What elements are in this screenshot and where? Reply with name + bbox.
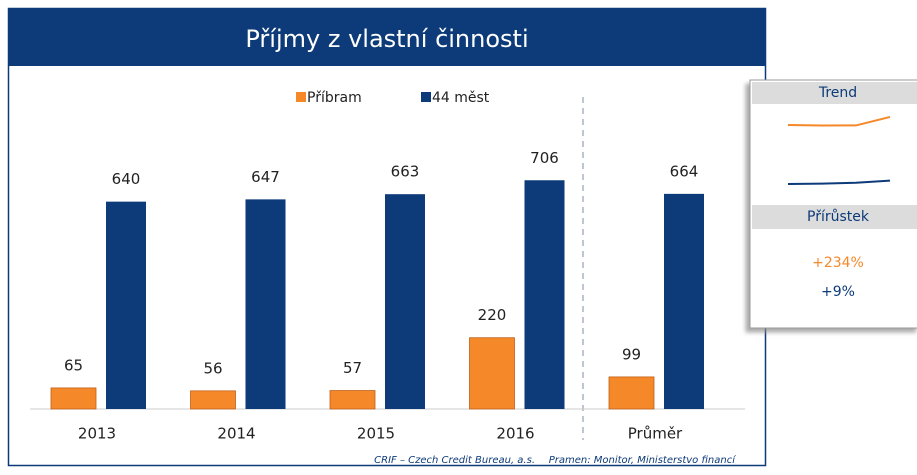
- trend-label: Trend: [818, 85, 857, 101]
- data-label: 706: [530, 149, 559, 167]
- data-label: 99: [622, 345, 641, 363]
- bar: [190, 390, 236, 410]
- growth-header: [752, 205, 917, 229]
- bar: [50, 387, 97, 410]
- data-label: 65: [64, 356, 83, 374]
- trend-header: [752, 82, 917, 104]
- data-label: 647: [251, 168, 280, 186]
- data-label: 640: [112, 170, 141, 188]
- data-label: 664: [670, 162, 699, 180]
- trend-line: [787, 179, 891, 185]
- data-label: 663: [391, 163, 420, 181]
- growth-value: +234%: [812, 255, 864, 271]
- bar: [608, 376, 655, 410]
- x-tick-label: Průměr: [628, 425, 683, 443]
- side-panel: [749, 79, 917, 329]
- bar: [469, 337, 515, 410]
- chart-title: Příjmy z vlastní činnosti: [245, 25, 528, 53]
- bar: [245, 199, 286, 409]
- trend-line: [787, 115, 891, 127]
- legend-swatch: [296, 92, 306, 102]
- x-tick-label: 2015: [357, 425, 395, 443]
- legend-swatch: [421, 92, 431, 102]
- bar: [329, 390, 376, 410]
- bar: [524, 180, 565, 409]
- bar: [385, 194, 425, 409]
- x-tick-label: 2016: [496, 425, 534, 443]
- growth-label: Přírůstek: [807, 209, 870, 225]
- growth-value: +9%: [821, 284, 855, 300]
- legend-label: Příbram: [307, 90, 362, 106]
- bar: [106, 201, 146, 409]
- x-tick-label: 2014: [217, 425, 255, 443]
- bar: [664, 193, 704, 409]
- title-bar: [8, 8, 766, 66]
- data-label: 57: [343, 359, 362, 377]
- legend-label: 44 měst: [432, 90, 490, 106]
- data-label: 220: [478, 306, 507, 324]
- footer-credit: CRIF – Czech Credit Bureau, a.s.: [374, 455, 535, 466]
- x-tick-label: 2013: [78, 425, 116, 443]
- data-label: 56: [203, 359, 222, 377]
- footer-source: Pramen: Monitor, Ministerstvo financí: [549, 454, 737, 466]
